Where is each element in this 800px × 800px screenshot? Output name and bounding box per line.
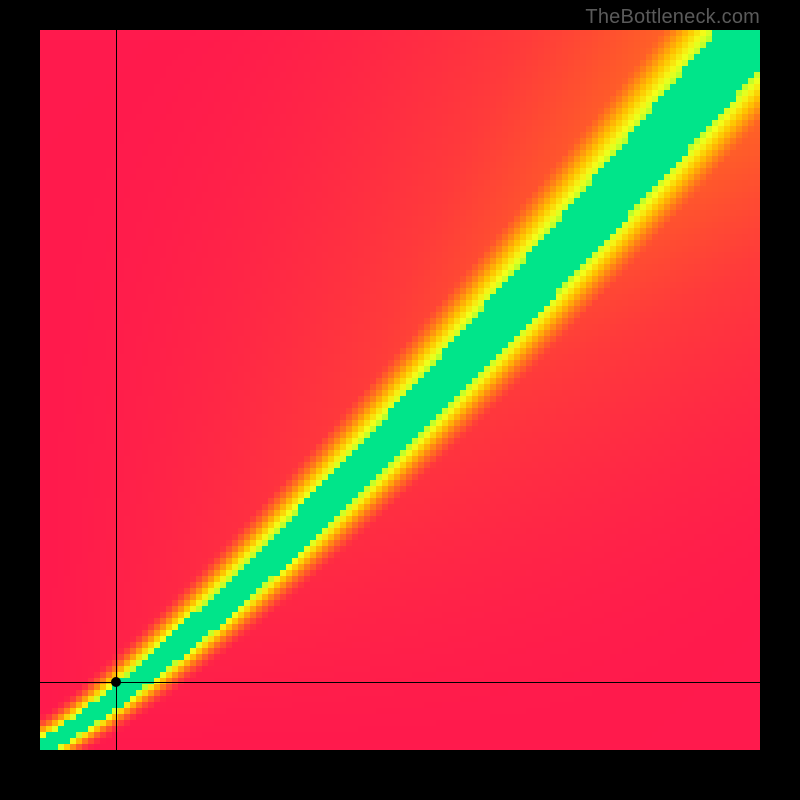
watermark-text: TheBottleneck.com [585, 6, 760, 29]
heatmap-plot [40, 30, 760, 750]
heatmap-canvas [40, 30, 760, 750]
crosshair-vertical [116, 30, 117, 750]
crosshair-marker [111, 677, 121, 687]
crosshair-horizontal [40, 682, 760, 683]
